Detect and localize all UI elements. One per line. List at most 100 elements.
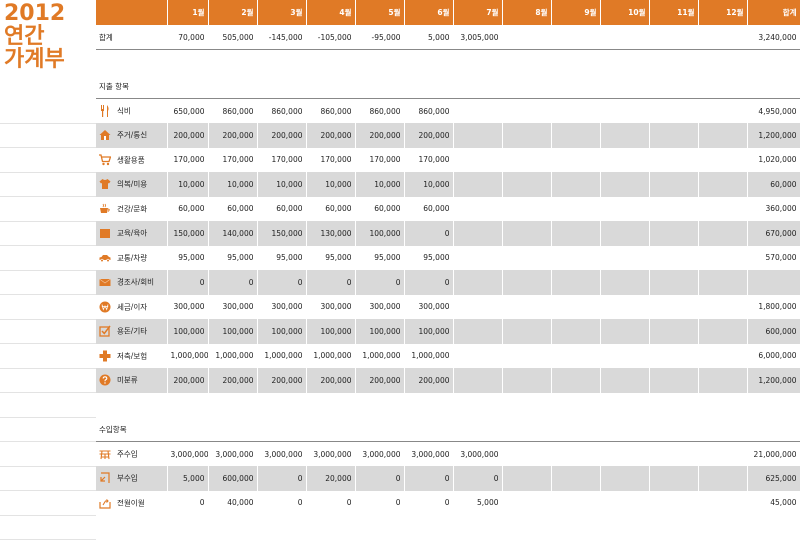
- blank-cell[interactable]: [600, 50, 649, 75]
- blank-cell[interactable]: [502, 417, 551, 442]
- value-cell[interactable]: [502, 148, 551, 173]
- total-header[interactable]: 합계: [747, 0, 800, 25]
- blank-cell[interactable]: [208, 417, 257, 442]
- value-cell[interactable]: 860,000: [404, 99, 453, 124]
- value-cell[interactable]: [502, 123, 551, 148]
- value-cell[interactable]: 0: [404, 466, 453, 491]
- category-label-cell[interactable]: 교통/차량: [96, 246, 167, 271]
- blank-cell[interactable]: [551, 393, 600, 418]
- value-cell[interactable]: 0: [355, 270, 404, 295]
- value-cell[interactable]: [502, 172, 551, 197]
- value-cell[interactable]: 170,000: [306, 148, 355, 173]
- value-cell[interactable]: [551, 270, 600, 295]
- blank-cell[interactable]: [649, 50, 698, 75]
- blank-cell[interactable]: [698, 50, 747, 75]
- row-total-cell[interactable]: 4,950,000: [747, 99, 800, 124]
- category-label-cell[interactable]: 주수입: [96, 442, 167, 467]
- value-cell[interactable]: [551, 442, 600, 467]
- blank-cell[interactable]: [404, 74, 453, 99]
- value-cell[interactable]: [453, 319, 502, 344]
- blank-cell[interactable]: [208, 393, 257, 418]
- blank-cell[interactable]: [453, 74, 502, 99]
- blank-cell[interactable]: [649, 417, 698, 442]
- value-cell[interactable]: [453, 148, 502, 173]
- blank-cell[interactable]: [551, 50, 600, 75]
- value-cell[interactable]: [453, 270, 502, 295]
- value-cell[interactable]: [453, 99, 502, 124]
- value-cell[interactable]: 1,000,000: [257, 344, 306, 369]
- value-cell[interactable]: 3,000,000: [306, 442, 355, 467]
- value-cell[interactable]: [600, 172, 649, 197]
- value-cell[interactable]: 3,000,000: [355, 442, 404, 467]
- value-cell[interactable]: 95,000: [355, 246, 404, 271]
- value-cell[interactable]: 200,000: [404, 123, 453, 148]
- value-cell[interactable]: 0: [167, 491, 208, 516]
- value-cell[interactable]: [502, 246, 551, 271]
- row-total-cell[interactable]: 600,000: [747, 319, 800, 344]
- value-cell[interactable]: [698, 172, 747, 197]
- value-cell[interactable]: 0: [355, 466, 404, 491]
- row-total-cell[interactable]: 1,800,000: [747, 295, 800, 320]
- value-cell[interactable]: 100,000: [167, 319, 208, 344]
- value-cell[interactable]: 130,000: [306, 221, 355, 246]
- value-cell[interactable]: 10,000: [208, 172, 257, 197]
- value-cell[interactable]: 200,000: [404, 368, 453, 393]
- value-cell[interactable]: [551, 148, 600, 173]
- value-cell[interactable]: 10,000: [167, 172, 208, 197]
- blank-cell[interactable]: [600, 393, 649, 418]
- row-total-cell[interactable]: 1,200,000: [747, 368, 800, 393]
- value-cell[interactable]: [551, 319, 600, 344]
- value-cell[interactable]: 100,000: [306, 319, 355, 344]
- category-label-cell[interactable]: 교육/육아: [96, 221, 167, 246]
- value-cell[interactable]: [600, 99, 649, 124]
- value-cell[interactable]: 150,000: [167, 221, 208, 246]
- value-cell[interactable]: 600,000: [208, 466, 257, 491]
- value-cell[interactable]: [551, 344, 600, 369]
- month-header-7[interactable]: 7월: [453, 0, 502, 25]
- blank-cell[interactable]: [747, 417, 800, 442]
- row-total-cell[interactable]: 670,000: [747, 221, 800, 246]
- value-cell[interactable]: 170,000: [355, 148, 404, 173]
- summary-total[interactable]: 3,240,000: [747, 25, 800, 50]
- category-label-cell[interactable]: 전월이월: [96, 491, 167, 516]
- value-cell[interactable]: 200,000: [257, 123, 306, 148]
- value-cell[interactable]: [551, 368, 600, 393]
- month-header-2[interactable]: 2월: [208, 0, 257, 25]
- category-label-cell[interactable]: 용돈/기타: [96, 319, 167, 344]
- value-cell[interactable]: [649, 295, 698, 320]
- value-cell[interactable]: [698, 344, 747, 369]
- value-cell[interactable]: 100,000: [355, 319, 404, 344]
- value-cell[interactable]: 100,000: [257, 319, 306, 344]
- value-cell[interactable]: 100,000: [208, 319, 257, 344]
- value-cell[interactable]: 40,000: [208, 491, 257, 516]
- value-cell[interactable]: [551, 246, 600, 271]
- value-cell[interactable]: 10,000: [404, 172, 453, 197]
- value-cell[interactable]: [551, 99, 600, 124]
- value-cell[interactable]: [649, 172, 698, 197]
- value-cell[interactable]: [698, 123, 747, 148]
- value-cell[interactable]: [551, 295, 600, 320]
- value-cell[interactable]: [502, 295, 551, 320]
- value-cell[interactable]: [453, 221, 502, 246]
- category-label-cell[interactable]: 건강/문화: [96, 197, 167, 222]
- value-cell[interactable]: [649, 197, 698, 222]
- summary-label[interactable]: 합계: [96, 25, 167, 50]
- value-cell[interactable]: 1,000,000: [167, 344, 208, 369]
- blank-cell[interactable]: [306, 393, 355, 418]
- value-cell[interactable]: 60,000: [306, 197, 355, 222]
- blank-cell[interactable]: [649, 393, 698, 418]
- blank-cell[interactable]: [453, 50, 502, 75]
- category-label-cell[interactable]: 의복/미용: [96, 172, 167, 197]
- value-cell[interactable]: [698, 368, 747, 393]
- blank-cell[interactable]: [551, 417, 600, 442]
- value-cell[interactable]: [453, 344, 502, 369]
- value-cell[interactable]: 200,000: [208, 123, 257, 148]
- value-cell[interactable]: [649, 246, 698, 271]
- value-cell[interactable]: 170,000: [167, 148, 208, 173]
- value-cell[interactable]: [649, 99, 698, 124]
- value-cell[interactable]: 0: [167, 270, 208, 295]
- value-cell[interactable]: [600, 491, 649, 516]
- value-cell[interactable]: [551, 172, 600, 197]
- summary-cell[interactable]: 505,000: [208, 25, 257, 50]
- value-cell[interactable]: [698, 246, 747, 271]
